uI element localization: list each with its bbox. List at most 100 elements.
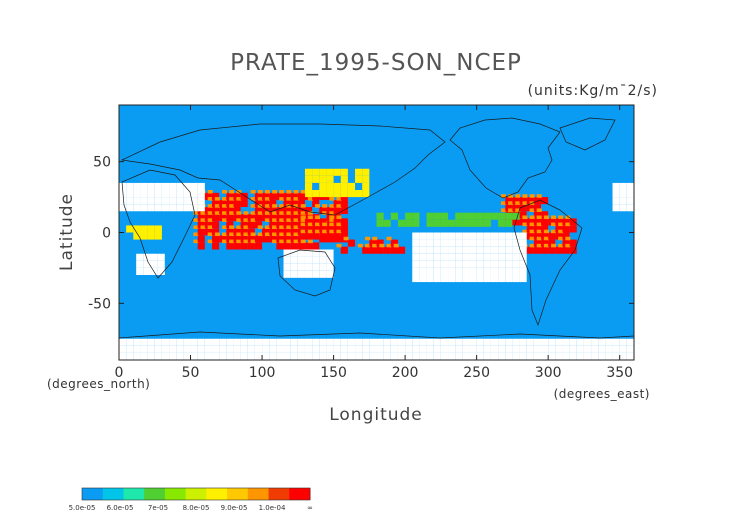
precip-cell bbox=[312, 270, 320, 278]
precip-cell-halo bbox=[536, 222, 542, 227]
precip-cell-halo bbox=[250, 232, 256, 237]
precip-cell bbox=[312, 190, 320, 198]
precip-cell bbox=[161, 197, 170, 205]
precip-cell bbox=[419, 239, 427, 247]
precip-cell bbox=[505, 232, 513, 240]
precip-cell-halo bbox=[529, 243, 535, 248]
precip-cell-halo bbox=[508, 208, 514, 212]
precip-cell bbox=[476, 275, 484, 283]
precip-cell bbox=[197, 242, 205, 250]
precip-cell bbox=[254, 338, 263, 346]
precip-cell bbox=[533, 211, 542, 219]
precip-cell bbox=[526, 345, 534, 353]
precip-cell bbox=[533, 345, 542, 353]
precip-cell bbox=[505, 345, 513, 353]
precip-cell bbox=[476, 232, 484, 240]
precip-cell bbox=[190, 204, 198, 212]
precip-cell bbox=[283, 235, 291, 243]
precip-cell bbox=[240, 338, 248, 346]
precip-cell-halo bbox=[207, 239, 213, 244]
precip-cell bbox=[483, 260, 491, 268]
precip-cell bbox=[541, 352, 549, 360]
precip-cell bbox=[297, 235, 305, 243]
precip-cell bbox=[505, 197, 513, 205]
precip-cell bbox=[176, 345, 184, 353]
precip-cell-halo bbox=[272, 190, 278, 194]
precip-cell bbox=[126, 338, 134, 346]
precip-cell-halo bbox=[222, 197, 228, 201]
precip-cell bbox=[126, 182, 134, 190]
precip-cell-halo bbox=[272, 211, 278, 215]
precip-cell bbox=[326, 249, 334, 257]
precip-cell-halo bbox=[543, 229, 549, 234]
precip-cell bbox=[304, 249, 313, 257]
precip-cell bbox=[247, 214, 255, 222]
precip-cell bbox=[376, 352, 384, 360]
precip-cell bbox=[312, 168, 320, 176]
precip-cell bbox=[133, 182, 141, 190]
precip-cell bbox=[498, 232, 506, 240]
precip-cell bbox=[333, 232, 341, 240]
precip-cell bbox=[505, 239, 513, 247]
precip-cell bbox=[204, 345, 212, 353]
precip-cell bbox=[304, 207, 313, 215]
precip-cell bbox=[583, 345, 592, 353]
precip-cell-halo bbox=[314, 229, 320, 234]
precip-cell bbox=[440, 275, 449, 283]
precip-cell bbox=[533, 352, 542, 360]
precip-cell-halo bbox=[272, 218, 278, 222]
precip-cell bbox=[312, 242, 320, 250]
precip-cell bbox=[412, 239, 420, 247]
precip-cell-halo bbox=[214, 232, 220, 237]
precip-cell-halo bbox=[207, 225, 213, 229]
precip-cell bbox=[219, 214, 227, 222]
precip-cell bbox=[126, 345, 134, 353]
precip-cell bbox=[197, 182, 205, 190]
precip-cell bbox=[490, 275, 499, 283]
precip-cell bbox=[448, 246, 456, 254]
precip-cell bbox=[240, 352, 248, 360]
precip-cell bbox=[362, 338, 370, 346]
precip-cell bbox=[405, 212, 413, 220]
precip-cell bbox=[136, 260, 144, 268]
precip-cell-halo bbox=[250, 211, 256, 215]
precip-cell bbox=[319, 249, 327, 257]
precip-cell bbox=[498, 345, 506, 353]
precip-cell bbox=[283, 263, 291, 271]
precip-cell bbox=[340, 199, 348, 207]
precip-cell-halo bbox=[529, 208, 535, 212]
precip-cell-halo bbox=[522, 201, 528, 205]
precip-cell bbox=[262, 192, 270, 200]
precip-cell-halo bbox=[522, 229, 528, 234]
precip-cell bbox=[619, 352, 627, 360]
precip-cell bbox=[562, 352, 570, 360]
precip-cell bbox=[262, 199, 270, 207]
precip-cell bbox=[176, 182, 184, 190]
coastlines bbox=[119, 117, 634, 339]
precip-cell bbox=[326, 338, 334, 346]
x-tick-label: 200 bbox=[392, 365, 419, 381]
precip-cell bbox=[569, 239, 577, 247]
precip-cell bbox=[476, 260, 484, 268]
precip-cell bbox=[297, 345, 305, 353]
precip-cell bbox=[211, 207, 220, 215]
precip-cell-halo bbox=[293, 225, 299, 229]
precip-cell-halo bbox=[536, 229, 542, 234]
precip-cell bbox=[469, 345, 477, 353]
precip-cell bbox=[197, 190, 205, 198]
precip-cell bbox=[412, 260, 420, 268]
precip-cell bbox=[290, 249, 298, 257]
precip-cell bbox=[412, 253, 420, 261]
precip-cell bbox=[462, 352, 470, 360]
precip-cell-halo bbox=[207, 218, 213, 222]
precip-cell bbox=[190, 190, 198, 198]
precip-cell bbox=[526, 352, 534, 360]
precip-cell bbox=[498, 219, 506, 227]
precip-cell bbox=[226, 221, 234, 229]
precip-cell bbox=[412, 232, 420, 240]
precip-cell-halo bbox=[236, 197, 242, 201]
precip-cell bbox=[612, 204, 620, 212]
precip-cell bbox=[304, 175, 313, 183]
precip-cell-halo bbox=[279, 225, 285, 229]
precip-cell-halo bbox=[193, 218, 199, 222]
